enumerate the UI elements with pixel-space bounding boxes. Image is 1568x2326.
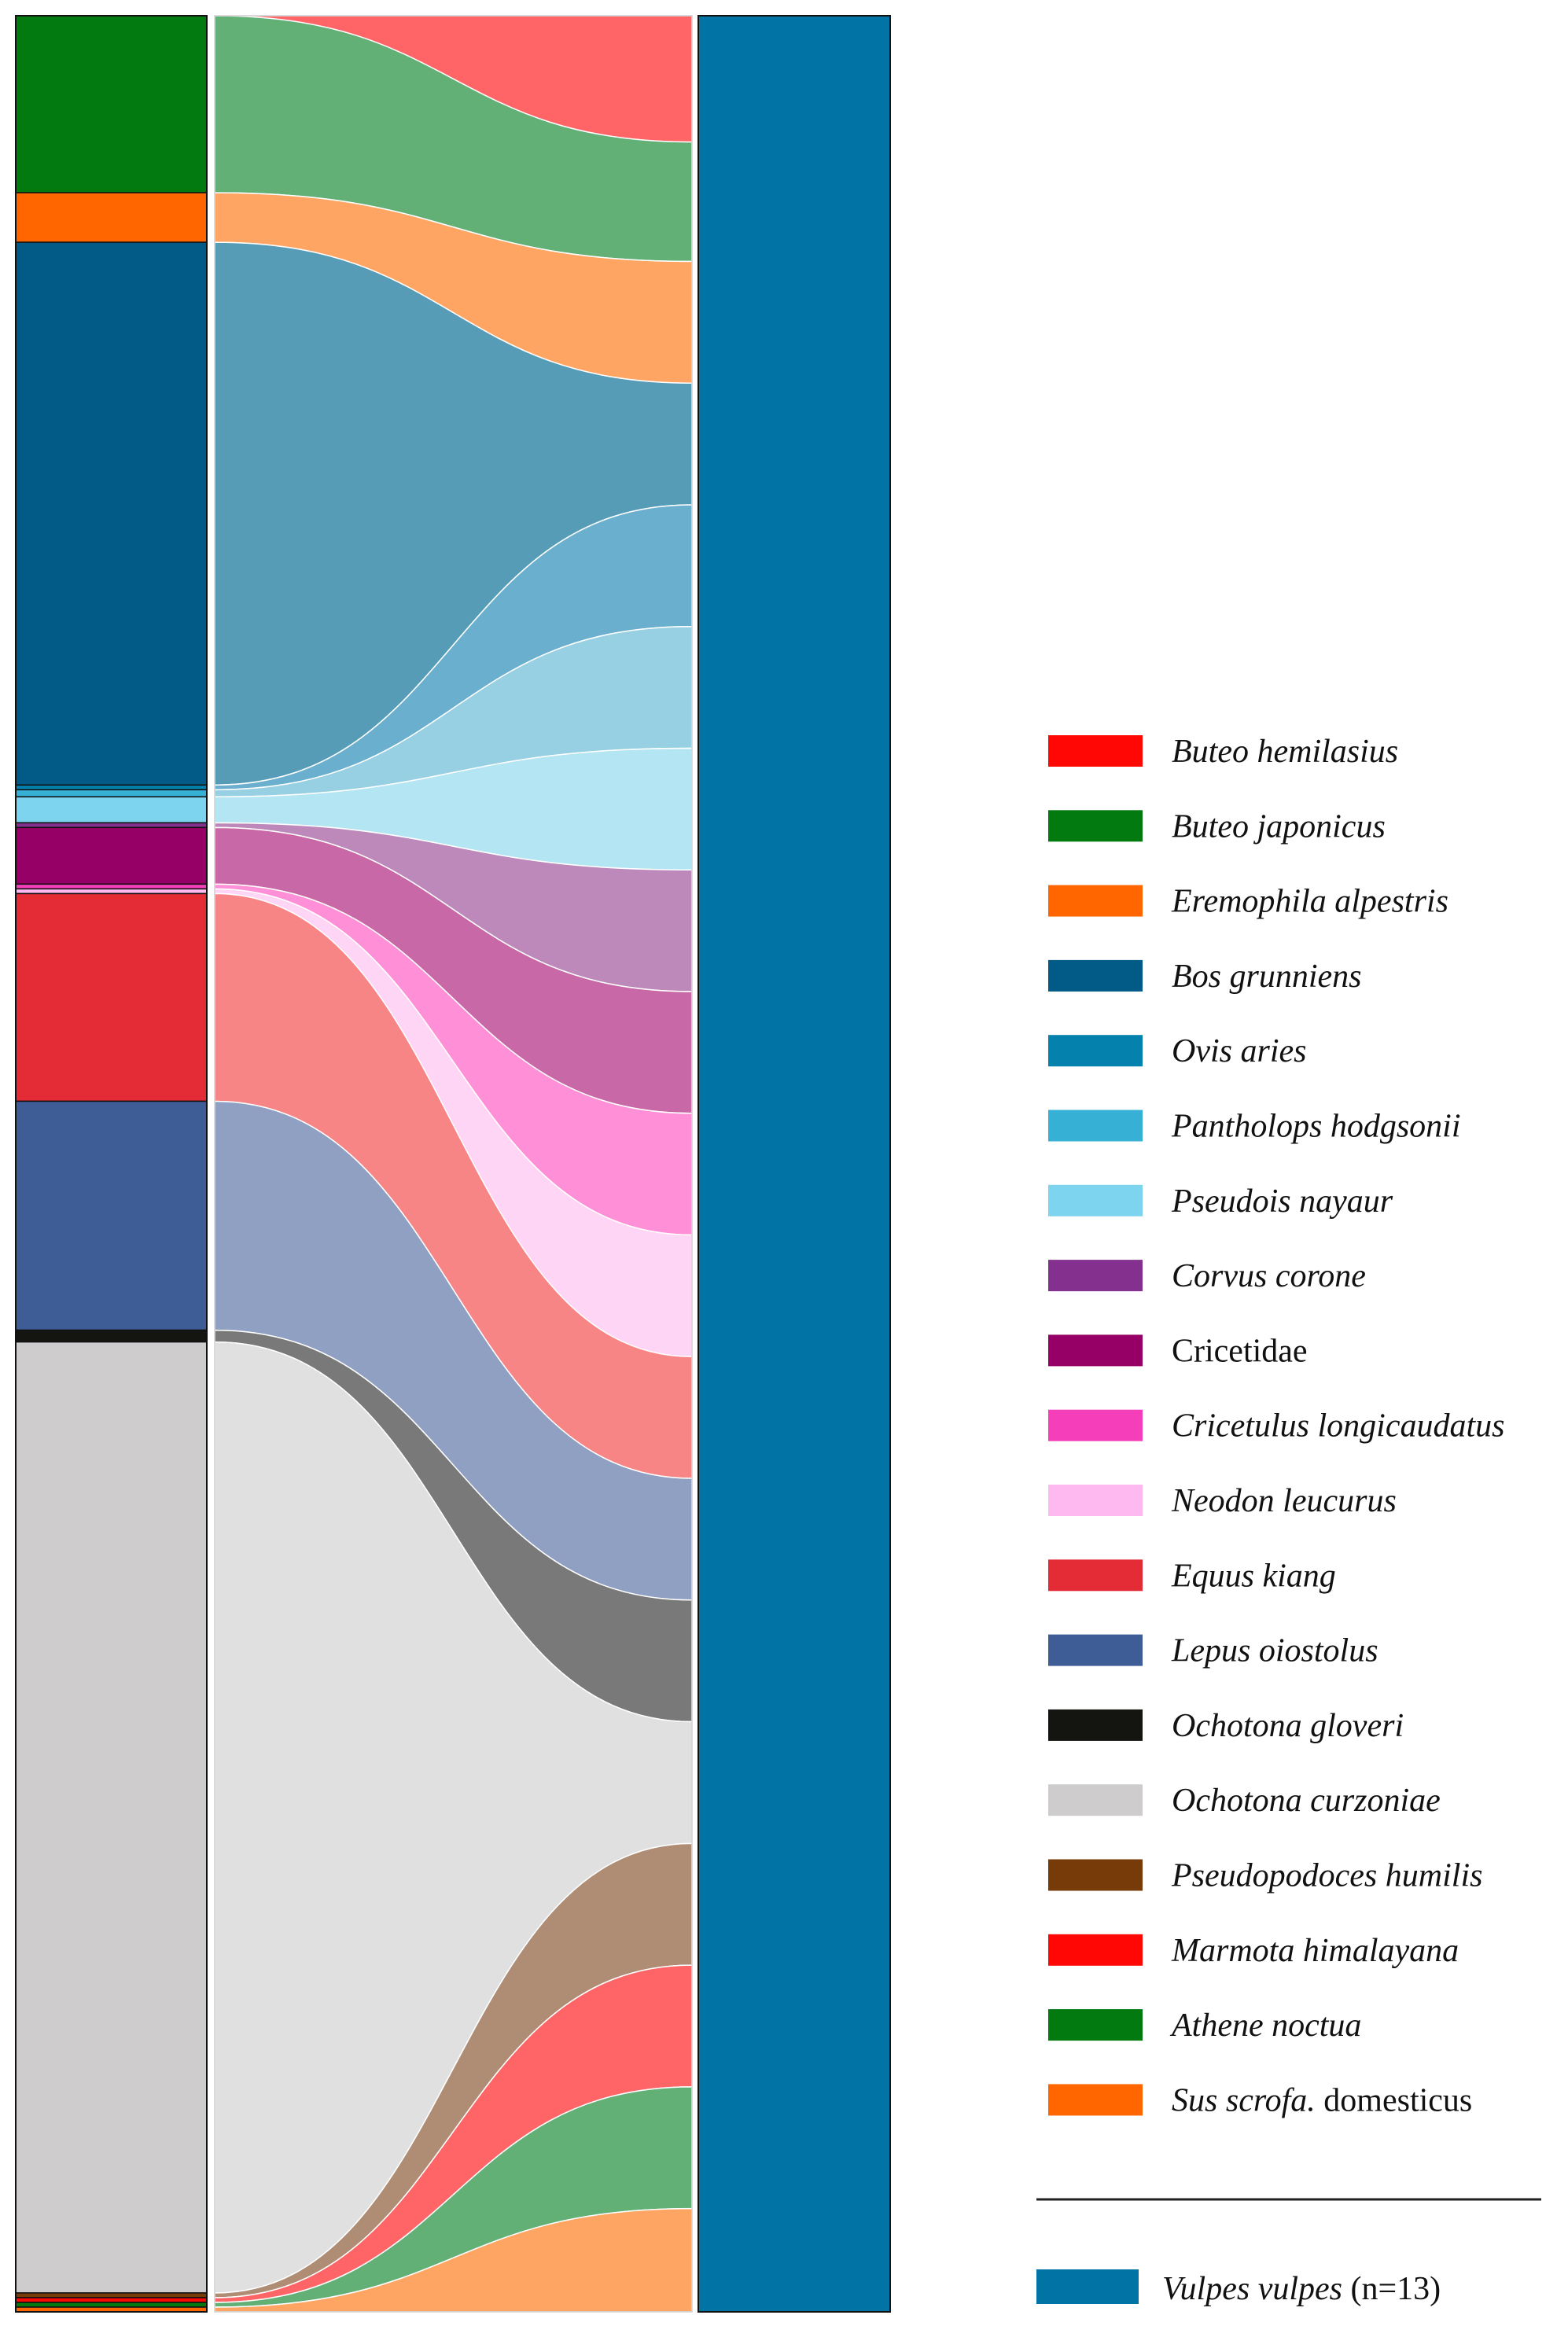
legend-swatch-pseudopodoces-humilis xyxy=(1048,1859,1143,1891)
legend-label-cricetulus-longicaudatus: Cricetulus longicaudatus xyxy=(1172,1408,1505,1445)
legend-swatch-athene-noctua xyxy=(1048,2009,1143,2041)
source-segment-pseudopodoces-humilis xyxy=(15,2292,208,2298)
legend-label-pseudopodoces-humilis: Pseudopodoces humilis xyxy=(1171,1858,1482,1894)
source-segment-ochotona-gloveri xyxy=(15,1329,208,1343)
legend-label-text: Buteo hemilasius xyxy=(1172,734,1398,770)
legend-swatch-ochotona-curzoniae xyxy=(1048,1784,1143,1816)
legend-label-ochotona-curzoniae: Ochotona curzoniae xyxy=(1172,1783,1441,1819)
legend-label-text: Cricetidae xyxy=(1172,1333,1308,1369)
legend: Buteo hemilasius Buteo japonicus Eremophil… xyxy=(1036,734,1541,2307)
legend-label-vulpes-vulpes: Vulpes vulpes (n=13) xyxy=(1162,2271,1441,2307)
legend-label-text: Bos grunniens xyxy=(1172,959,1362,995)
legend-label-neodon-leucurus: Neodon leucurus xyxy=(1171,1483,1397,1519)
legend-label-text: Pseudois nayaur xyxy=(1171,1183,1393,1220)
legend-label-text: Vulpes vulpes xyxy=(1162,2271,1342,2307)
legend-swatch-corvus-corone xyxy=(1048,1260,1143,1292)
legend-label-cricetidae: Cricetidae xyxy=(1172,1333,1308,1369)
legend-label-text: Ochotona gloveri xyxy=(1172,1708,1404,1744)
source-segment-athene-noctua xyxy=(15,2302,208,2308)
legend-swatch-buteo-hemilasius xyxy=(1048,735,1143,767)
legend-label-text: Equus kiang xyxy=(1171,1558,1336,1594)
legend-swatch-cricetulus-longicaudatus xyxy=(1048,1409,1143,1441)
legend-label-text: Athene noctua xyxy=(1169,2008,1361,2044)
source-segment-ovis-aries xyxy=(15,784,208,791)
source-bar-outline xyxy=(15,15,208,2313)
flows-layer xyxy=(214,15,693,2313)
legend-label-text: Lepus oiostolus xyxy=(1171,1633,1378,1669)
legend-label-text: Ochotona curzoniae xyxy=(1172,1783,1441,1819)
source-segment-lepus-oiostolus xyxy=(15,1100,208,1331)
legend-swatch-bos-grunniens xyxy=(1048,959,1143,992)
legend-label-equus-kiang: Equus kiang xyxy=(1171,1558,1336,1594)
legend-label-text: Neodon leucurus xyxy=(1171,1483,1397,1519)
legend-label-lepus-oiostolus: Lepus oiostolus xyxy=(1171,1633,1378,1669)
legend-label-text: Sus scrofa. xyxy=(1172,2082,1316,2118)
legend-label-text: Cricetulus longicaudatus xyxy=(1172,1408,1505,1445)
legend-label-suffix: (n=13) xyxy=(1342,2271,1441,2307)
source-segment-cricetulus-longicaudatus xyxy=(15,883,208,890)
legend-swatch-marmota-himalayana xyxy=(1048,1934,1143,1966)
legend-swatch-ovis-aries xyxy=(1048,1035,1143,1067)
legend-swatch-ochotona-gloveri xyxy=(1048,1709,1143,1741)
target-bar xyxy=(698,15,891,2313)
legend-label-pantholops-hodgsonii: Pantholops hodgsonii xyxy=(1171,1109,1461,1145)
legend-label-text: Corvus corone xyxy=(1172,1258,1366,1294)
target-bar-vulpes-vulpes xyxy=(698,15,891,2313)
legend-label-sus-scrofa: Sus scrofa. domesticus xyxy=(1172,2082,1472,2118)
source-segment-ochotona-curzoniae xyxy=(15,1341,208,2294)
legend-swatch-lepus-oiostolus xyxy=(1048,1634,1143,1666)
legend-label-text: Marmota himalayana xyxy=(1171,1933,1459,1969)
legend-label-text: Pseudopodoces humilis xyxy=(1171,1858,1482,1894)
legend-swatch-pseudois-nayaur xyxy=(1048,1184,1143,1216)
source-segment-marmota-himalayana xyxy=(15,2297,208,2303)
source-segment-pantholops-hodgsonii xyxy=(15,789,208,798)
legend-label-eremophila-alpestris: Eremophila alpestris xyxy=(1171,884,1448,920)
source-segment-cricetidae xyxy=(15,826,208,885)
legend-label-text: Eremophila alpestris xyxy=(1171,884,1448,920)
flow-region-outline xyxy=(214,15,693,2313)
legend-label-buteo-japonicus: Buteo japonicus xyxy=(1172,808,1386,845)
source-segment-neodon-leucurus xyxy=(15,888,208,895)
legend-label-text: Ovis aries xyxy=(1172,1033,1307,1069)
legend-label-corvus-corone: Corvus corone xyxy=(1172,1258,1366,1294)
source-segment-eremophila-alpestris xyxy=(15,192,208,243)
legend-swatch-vulpes-vulpes xyxy=(1036,2269,1139,2304)
legend-label-suffix: domesticus xyxy=(1316,2082,1472,2118)
legend-swatch-equus-kiang xyxy=(1048,1559,1143,1592)
legend-swatch-sus-scrofa xyxy=(1048,2084,1143,2116)
legend-swatch-eremophila-alpestris xyxy=(1048,885,1143,917)
legend-swatch-cricetidae xyxy=(1048,1334,1143,1367)
legend-swatch-pantholops-hodgsonii xyxy=(1048,1110,1143,1142)
source-segment-bos-grunniens xyxy=(15,241,208,786)
source-segment-pseudois-nayaur xyxy=(15,796,208,824)
legend-label-marmota-himalayana: Marmota himalayana xyxy=(1171,1933,1459,1969)
legend-label-text: Pantholops hodgsonii xyxy=(1171,1109,1461,1145)
legend-label-athene-noctua: Athene noctua xyxy=(1169,2008,1361,2044)
legend-label-pseudois-nayaur: Pseudois nayaur xyxy=(1171,1183,1393,1220)
source-bar xyxy=(15,15,208,2313)
legend-label-ovis-aries: Ovis aries xyxy=(1172,1033,1307,1069)
source-segment-corvus-corone xyxy=(15,822,208,829)
source-segment-equus-kiang xyxy=(15,892,208,1102)
legend-label-ochotona-gloveri: Ochotona gloveri xyxy=(1172,1708,1404,1744)
legend-swatch-neodon-leucurus xyxy=(1048,1485,1143,1516)
legend-label-text: Buteo japonicus xyxy=(1172,808,1386,845)
source-segment-buteo-japonicus xyxy=(15,15,208,193)
legend-label-buteo-hemilasius: Buteo hemilasius xyxy=(1172,734,1398,770)
legend-swatch-buteo-japonicus xyxy=(1048,810,1143,842)
legend-label-bos-grunniens: Bos grunniens xyxy=(1172,959,1362,995)
